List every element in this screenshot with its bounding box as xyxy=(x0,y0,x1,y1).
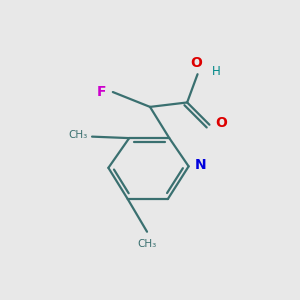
Text: CH₃: CH₃ xyxy=(68,130,88,140)
Text: O: O xyxy=(190,56,202,70)
Text: O: O xyxy=(215,116,227,130)
Text: N: N xyxy=(195,158,207,172)
Text: CH₃: CH₃ xyxy=(137,239,157,249)
Text: H: H xyxy=(212,65,220,78)
Text: F: F xyxy=(97,85,106,99)
